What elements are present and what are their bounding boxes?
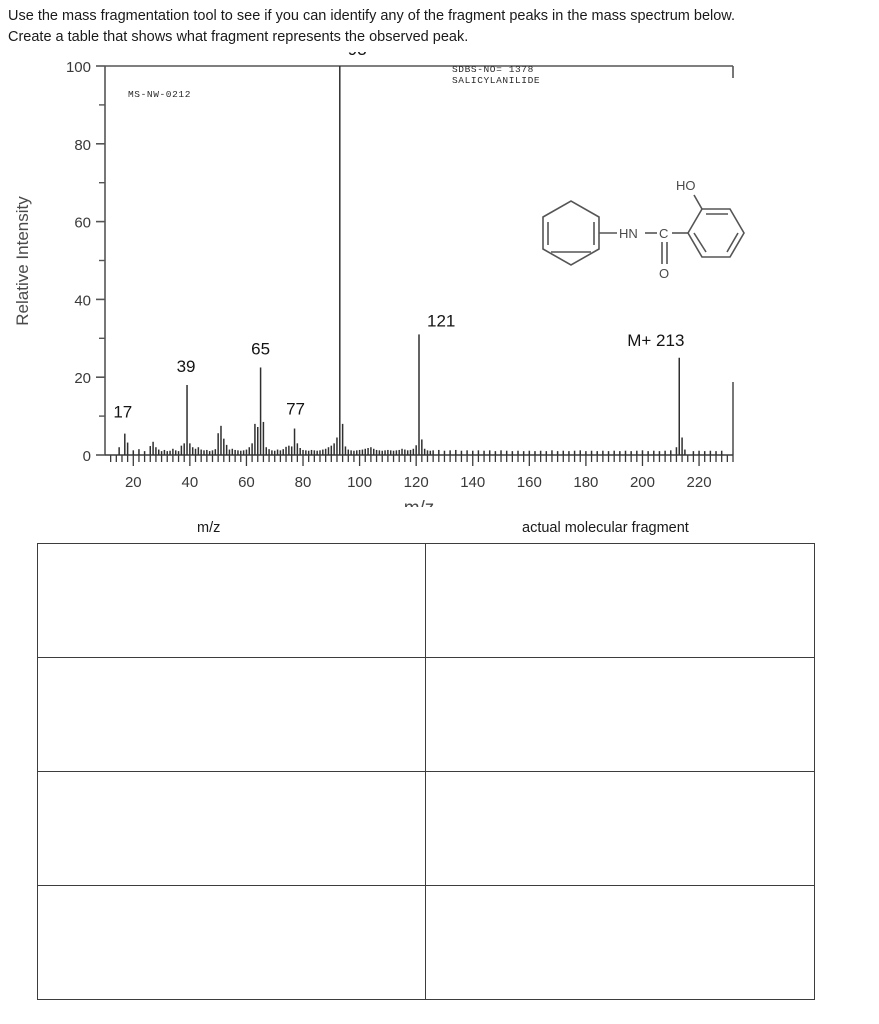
svg-text:20: 20 xyxy=(74,370,91,387)
cell-mz[interactable] xyxy=(37,543,426,658)
svg-text:0: 0 xyxy=(83,448,91,465)
svg-text:200: 200 xyxy=(630,474,655,491)
svg-text:60: 60 xyxy=(238,474,255,491)
svg-text:220: 220 xyxy=(687,474,712,491)
svg-text:60: 60 xyxy=(74,215,91,232)
y-axis-title: Relative Intensity xyxy=(13,196,32,326)
table-header-mz: m/z xyxy=(197,520,221,536)
phenyl-ring-left xyxy=(542,200,600,266)
peak-annotation: 39 xyxy=(177,357,196,376)
y-axis: 0 20 40 60 80 100 xyxy=(66,59,105,465)
carbonyl-oxygen-label: O xyxy=(659,266,669,281)
peak-annotation: M+ 213 xyxy=(627,331,684,350)
cell-mz[interactable] xyxy=(37,771,426,886)
mass-spectrum-plot: 0 20 40 60 80 100 Relative Intensity 20 40 60 80… xyxy=(13,52,745,507)
table-column-headers: m/z actual molecular fragment xyxy=(0,508,879,538)
peak-annotation: 121 xyxy=(427,311,455,330)
svg-text:80: 80 xyxy=(295,474,312,491)
table-row[interactable] xyxy=(37,885,815,1000)
molecule-structure xyxy=(542,194,745,266)
hydroxyl-label: HO xyxy=(676,178,696,193)
x-axis: 20 40 60 80 100 120 140 160 180 200 220 xyxy=(105,454,734,491)
cell-fragment[interactable] xyxy=(425,885,815,1000)
peak-annotation: 17 xyxy=(113,403,132,422)
svg-text:40: 40 xyxy=(182,474,199,491)
peak-annotation: 77 xyxy=(286,400,305,419)
peak-annotation: 65 xyxy=(251,339,270,358)
svg-text:100: 100 xyxy=(347,474,372,491)
table-header-fragment: actual molecular fragment xyxy=(522,520,689,536)
cell-mz[interactable] xyxy=(37,657,426,772)
fragment-answer-table-block: m/z actual molecular fragment xyxy=(0,508,879,1000)
table-row[interactable] xyxy=(37,771,815,886)
cell-fragment[interactable] xyxy=(425,771,815,886)
fragment-answer-table[interactable] xyxy=(37,543,815,1000)
svg-text:180: 180 xyxy=(573,474,598,491)
cell-fragment[interactable] xyxy=(425,543,815,658)
table-row[interactable] xyxy=(37,543,815,658)
svg-text:40: 40 xyxy=(74,292,91,309)
amide-nh-label: HN xyxy=(619,226,638,241)
compound-name-label: SALICYLANILIDE xyxy=(452,75,540,86)
peak-labels: 17 39 65 77 93 121 M+ 213 xyxy=(113,52,684,422)
prompt-line-1: Use the mass fragmentation tool to see i… xyxy=(8,8,735,24)
x-axis-title: m/z xyxy=(404,498,435,507)
svg-text:80: 80 xyxy=(74,137,91,154)
svg-text:20: 20 xyxy=(125,474,142,491)
phenyl-ring-right xyxy=(687,208,745,258)
svg-text:100: 100 xyxy=(66,59,91,76)
database-id-label: SDBS-NO= 1378 xyxy=(452,64,534,75)
sample-code-label: MS-NW-0212 xyxy=(128,89,191,100)
question-prompt: Use the mass fragmentation tool to see i… xyxy=(8,6,870,48)
cell-mz[interactable] xyxy=(37,885,426,1000)
carbonyl-carbon-label: C xyxy=(659,226,668,241)
bond-ring-oh xyxy=(693,194,703,210)
svg-text:140: 140 xyxy=(460,474,485,491)
cell-fragment[interactable] xyxy=(425,657,815,772)
svg-text:160: 160 xyxy=(517,474,542,491)
prompt-line-2: Create a table that shows what fragment … xyxy=(8,29,469,45)
svg-text:120: 120 xyxy=(404,474,429,491)
peak-sticks xyxy=(118,66,723,455)
peak-annotation: 93 xyxy=(348,52,367,59)
mass-spectrum-figure: 0 20 40 60 80 100 Relative Intensity 20 40 60 80… xyxy=(0,52,879,507)
table-row[interactable] xyxy=(37,657,815,772)
